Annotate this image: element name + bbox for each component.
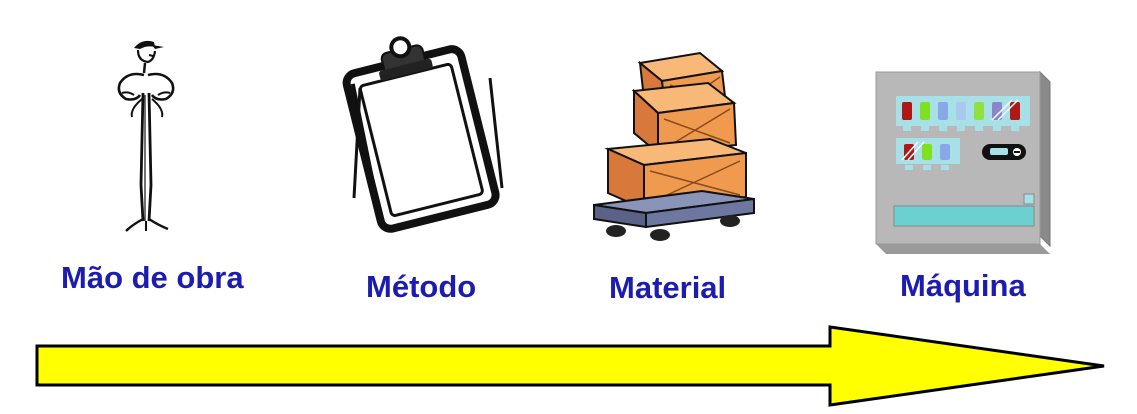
arrow-shape — [35, 325, 1105, 407]
label-maquina: Máquina — [900, 268, 1026, 303]
label-metodo: Método — [366, 269, 477, 304]
clipboard-icon — [342, 36, 504, 233]
worker-icon — [117, 40, 175, 232]
boxes-cart-icon — [593, 51, 755, 241]
vending-machine-icon — [875, 70, 1051, 254]
label-material: Material — [609, 270, 727, 305]
label-mao-de-obra: Mão de obra — [61, 260, 244, 295]
